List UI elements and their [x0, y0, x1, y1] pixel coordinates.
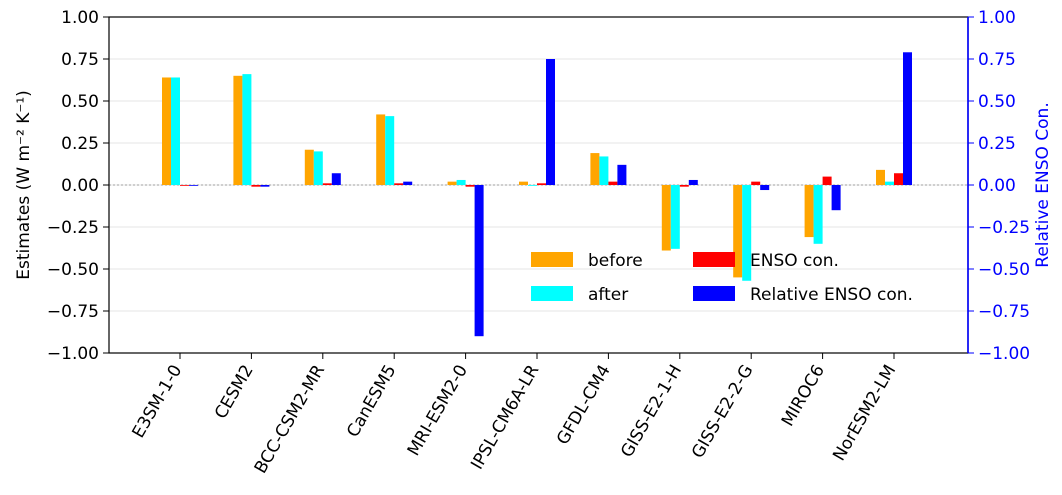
legend-swatch [693, 286, 735, 301]
bar-after [385, 116, 395, 185]
bar-after [885, 181, 894, 185]
tick-label-x: E3SM-1-0 [129, 362, 187, 442]
tick-label-left: 0.75 [61, 50, 99, 70]
bars [162, 52, 912, 337]
legend-swatch [531, 286, 573, 301]
y-axis-label-left: Estimates (W m⁻² K⁻¹) [14, 90, 34, 280]
bar-after [670, 185, 680, 249]
bar-enso-con [322, 183, 332, 185]
bar-enso-con [751, 181, 761, 185]
tick-label-right: 1.00 [978, 8, 1016, 28]
tick-label-x: GISS-E2-1-H [617, 362, 686, 461]
bar-after [599, 156, 609, 185]
tick-label-right: 0.75 [978, 50, 1016, 70]
bar-enso-con [894, 173, 903, 185]
bar-after [242, 74, 252, 185]
tick-label-right: −0.25 [978, 218, 1030, 238]
tick-label-right: 0.25 [978, 134, 1016, 154]
bar-before [376, 114, 386, 185]
bar-enso-con [608, 181, 618, 185]
bar-relative-enso-con [831, 185, 841, 211]
bar-relative-enso-con [903, 52, 912, 185]
bar-enso-con [251, 185, 261, 187]
legend-swatch [693, 252, 735, 267]
tick-label-x: CESM2 [211, 362, 258, 423]
bar-after [813, 185, 823, 244]
legend-label: ENSO con. [750, 251, 839, 271]
right-axis-ticks: 1.00 0.75 0.50 0.25 0.00 −0.25 −0.50 −0.75 −1.00 [968, 8, 1030, 364]
bar-before [519, 181, 528, 185]
bar-before [162, 77, 171, 185]
bar-relative-enso-con [189, 185, 198, 186]
tick-label-x: BCC-CSM2-MR [251, 361, 329, 477]
bar-enso-con [679, 185, 689, 187]
bar-relative-enso-con [260, 185, 270, 187]
tick-label-right: 0.00 [978, 176, 1016, 196]
bar-before [661, 185, 671, 251]
bar-relative-enso-con [474, 185, 484, 337]
tick-label-x: GISS-E2-2-G [688, 362, 757, 462]
bar-relative-enso-con [331, 173, 341, 185]
tick-label-left: 0.25 [61, 134, 99, 154]
bar-enso-con [537, 183, 546, 185]
tick-label-x: IPSL-CM6A-LR [467, 361, 543, 473]
tick-label-x: CanESM5 [343, 362, 400, 441]
bar-before [233, 75, 243, 185]
bar-before [590, 153, 600, 185]
tick-label-x: NorESM2-LM [829, 362, 900, 465]
y-axis-label-right: Relative ENSO Con. [1033, 102, 1053, 267]
bar-enso-con [822, 176, 832, 185]
tick-label-right: 0.50 [978, 92, 1016, 112]
bar-relative-enso-con [688, 179, 698, 185]
tick-label-x: GFDL-CM4 [553, 362, 615, 449]
tick-label-right: −1.00 [978, 344, 1030, 364]
bar-after [742, 185, 752, 281]
bar-after [313, 151, 323, 185]
tick-label-x: MIROC6 [778, 362, 829, 431]
bar-enso-con [465, 185, 475, 187]
legend-label: after [588, 285, 628, 305]
bar-enso-con [180, 185, 189, 186]
tick-label-right: −0.75 [978, 302, 1030, 322]
tick-label-right: −0.50 [978, 260, 1030, 280]
bar-enso-con [394, 183, 404, 185]
bar-before [733, 185, 743, 278]
legend-swatch [531, 252, 573, 267]
bar-relative-enso-con [403, 181, 413, 185]
bar-after [171, 77, 180, 185]
tick-label-left: 1.00 [61, 8, 99, 28]
tick-label-left: −1.00 [47, 344, 99, 364]
bar-after [456, 179, 466, 185]
bar-before [304, 149, 314, 185]
tick-label-left: −0.75 [47, 302, 99, 322]
bar-after [528, 185, 537, 186]
tick-label-left: 0.50 [61, 92, 99, 112]
bar-relative-enso-con [760, 185, 770, 191]
tick-label-left: −0.50 [47, 260, 99, 280]
tick-label-left: −0.25 [47, 218, 99, 238]
tick-label-x: MRI-ESM2-0 [404, 361, 472, 459]
bar-before [447, 181, 457, 185]
bar-relative-enso-con [546, 59, 555, 185]
legend: before after ENSO con. Relative ENSO con. [531, 251, 913, 305]
left-axis-ticks: 1.00 0.75 0.50 0.25 0.00 −0.25 −0.50 −0.75 −1.00 [47, 8, 109, 364]
legend-label: Relative ENSO con. [750, 285, 913, 305]
bar-before [804, 185, 814, 238]
bar-before [876, 169, 885, 185]
bar-relative-enso-con [617, 164, 627, 185]
tick-label-left: 0.00 [61, 176, 99, 196]
legend-label: before [588, 251, 643, 271]
